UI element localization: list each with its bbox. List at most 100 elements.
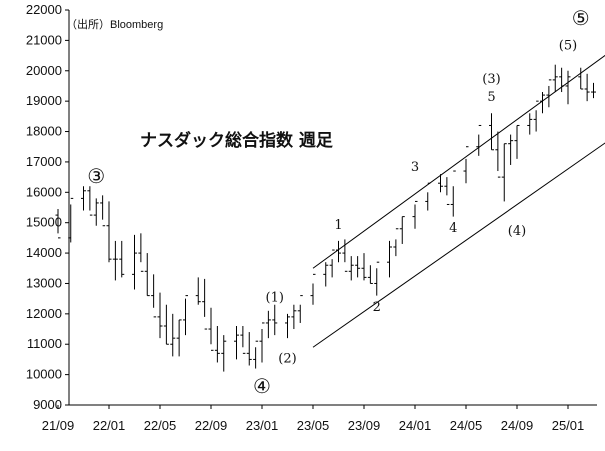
- wave-label: 3: [411, 160, 419, 175]
- ohlc-bar: [176, 319, 182, 357]
- ohlc-bar: [240, 326, 246, 354]
- ohlc-bar: [253, 340, 259, 369]
- y-tick-label: 19000: [26, 93, 62, 108]
- y-tick-label: 13000: [26, 275, 62, 290]
- wave-label: (1): [266, 291, 284, 306]
- ohlc-bar: [444, 177, 450, 205]
- ohlc-bar: [132, 234, 137, 290]
- ohlc-bar: [81, 186, 86, 211]
- ohlc-bar: [584, 73, 590, 102]
- ohlc-bar: [157, 292, 163, 339]
- ohlc-bar: [297, 295, 303, 323]
- y-tick-label: 11000: [27, 336, 62, 351]
- ohlc-bar: [393, 228, 399, 257]
- ohlc-bar: [387, 240, 392, 278]
- ohlc-bar: [272, 304, 278, 336]
- ohlc-bar: [291, 304, 297, 330]
- ohlc-bar: [348, 256, 354, 281]
- ohlc-bar: [578, 67, 584, 90]
- y-tick-label: 16000: [26, 184, 62, 199]
- ohlc-bar: [425, 182, 431, 211]
- ohlc-bar: [355, 256, 361, 278]
- y-tick-label: 15000: [26, 215, 62, 230]
- ohlc-bar: [265, 310, 271, 339]
- chart-source: （出所）Bloomberg: [66, 17, 163, 31]
- ohlc-bar: [533, 100, 539, 132]
- ohlc-bar: [514, 124, 520, 159]
- ohlc-bar: [144, 253, 150, 297]
- ohlc-bar: [501, 143, 507, 202]
- wave-label: ⑤: [572, 6, 590, 30]
- ohlc-bar: [552, 64, 558, 93]
- y-tick-label: 17000: [26, 154, 62, 169]
- ohlc-bar: [106, 201, 112, 263]
- wave-label: (3): [482, 72, 500, 87]
- ohlc-bar: [246, 332, 252, 366]
- trend-channel-lines: [312, 54, 605, 348]
- wave-label: 1: [334, 218, 342, 233]
- x-tick-label: 25/01: [552, 418, 585, 433]
- ohlc-bar: [559, 67, 565, 93]
- ohlc-bar: [329, 249, 335, 278]
- y-tick-labels: 9000 10000 11000 12000 13000 14000 15000 16000 1…: [26, 2, 69, 412]
- wave-label: (5): [559, 39, 577, 54]
- axes: [68, 10, 597, 406]
- ohlc-bar: [214, 326, 220, 363]
- x-tick-label: 21/09: [42, 418, 75, 433]
- wave-label: 5: [487, 90, 495, 105]
- x-tick-label: 22/09: [195, 418, 228, 433]
- ohlc-bar: [221, 335, 227, 372]
- y-tick-label: 22000: [26, 2, 62, 17]
- wave-label: ③: [87, 164, 105, 188]
- ohlc-bar: [55, 209, 61, 239]
- ohlc-bar: [259, 322, 265, 363]
- x-tick-label: 24/05: [450, 418, 483, 433]
- y-tick-label: 20000: [26, 63, 62, 78]
- ohlc-bar: [412, 200, 418, 229]
- ohlc-bar: [285, 313, 290, 339]
- x-tick-label: 23/09: [348, 418, 381, 433]
- ohlc-bars: [55, 64, 596, 372]
- ohlc-bar: [170, 313, 176, 357]
- ohlc-bar: [489, 113, 494, 151]
- ohlc-bar: [565, 70, 571, 105]
- x-tick-label: 23/05: [297, 418, 330, 433]
- ohlc-bar: [540, 92, 545, 114]
- channel-line: [312, 54, 605, 269]
- ohlc-bar: [374, 261, 380, 296]
- channel-line: [312, 142, 605, 348]
- ohlc-bar: [361, 253, 367, 281]
- ohlc-bar: [527, 113, 533, 135]
- ohlc-bar: [112, 240, 118, 281]
- ohlc-bar: [342, 239, 348, 272]
- ohlc-bar: [208, 307, 214, 351]
- ohlc-bar: [476, 124, 482, 156]
- ohlc-bar: [508, 134, 514, 165]
- chart-title: ナスダック総合指数 週足: [140, 130, 333, 151]
- x-tick-label: 24/09: [501, 418, 534, 433]
- ohlc-bar: [438, 174, 443, 193]
- ohlc-bar: [450, 170, 456, 217]
- ohlc-bar: [202, 278, 208, 330]
- x-tick-label: 24/01: [399, 418, 432, 433]
- ohlc-bar: [323, 262, 329, 287]
- wave-label: (4): [508, 224, 526, 239]
- ohlc-bar: [336, 240, 341, 263]
- ohlc-bar: [68, 197, 74, 243]
- x-tick-label: 23/01: [246, 418, 279, 433]
- ohlc-bar: [546, 79, 552, 108]
- ohlc-bar: [163, 304, 169, 345]
- ohlc-bar: [495, 131, 501, 178]
- wave-label: 2: [373, 300, 381, 315]
- y-tick-label: 12000: [26, 306, 62, 321]
- wave-annotations: ③ ④ ⑤ (1) (2) (3) (4) (5) 1 2 3 4 5: [87, 6, 589, 398]
- y-tick-label: 10000: [26, 367, 62, 382]
- ohlc-bar: [138, 233, 144, 272]
- ohlc-bar: [234, 326, 239, 360]
- ohlc-bar: [399, 216, 405, 244]
- ohlc-bar: [87, 186, 93, 216]
- y-tick-label: 9000: [33, 397, 62, 412]
- wave-label: ④: [253, 374, 271, 398]
- y-tick-label: 18000: [26, 124, 62, 139]
